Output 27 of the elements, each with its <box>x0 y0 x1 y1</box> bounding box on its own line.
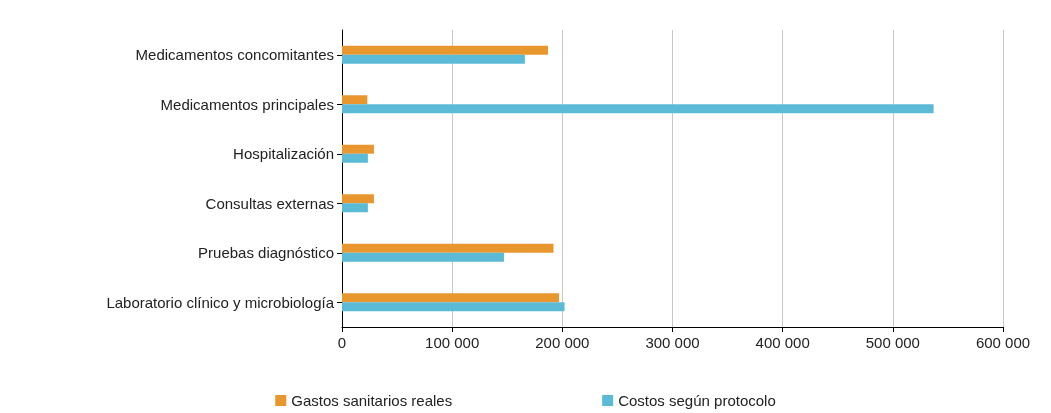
x-tick-label: 400 000 <box>755 334 810 351</box>
y-tick-label: Hospitalización <box>233 145 334 163</box>
y-tick-label: Medicamentos concomitantes <box>135 46 334 64</box>
x-tick-label: 200 000 <box>535 334 590 351</box>
x-tick-label: 300 000 <box>645 334 700 351</box>
bar <box>342 54 525 64</box>
bar <box>342 243 554 253</box>
legend-label: Gastos sanitarios reales <box>291 392 453 409</box>
x-tick-label: 100 000 <box>425 334 480 351</box>
x-tick-label: 500 000 <box>865 334 920 351</box>
bar <box>342 302 565 312</box>
bar <box>342 194 374 204</box>
bar <box>342 144 374 154</box>
bar <box>342 153 368 163</box>
bar <box>342 293 560 303</box>
bar <box>342 203 368 213</box>
bar <box>342 45 549 55</box>
x-tick-label: 600 000 <box>975 334 1031 351</box>
bar <box>342 252 504 262</box>
x-tick-label: 0 <box>337 334 347 351</box>
y-tick-label: Consultas externas <box>205 194 334 212</box>
y-tick-label: Laboratorio clínico y microbiología <box>106 293 335 311</box>
legend-label: Costos según protocolo <box>618 392 776 409</box>
y-tick-label: Medicamentos principales <box>160 95 334 113</box>
y-tick-label: Pruebas diagnóstico <box>198 244 334 262</box>
bar <box>342 104 934 114</box>
bar <box>342 95 368 105</box>
